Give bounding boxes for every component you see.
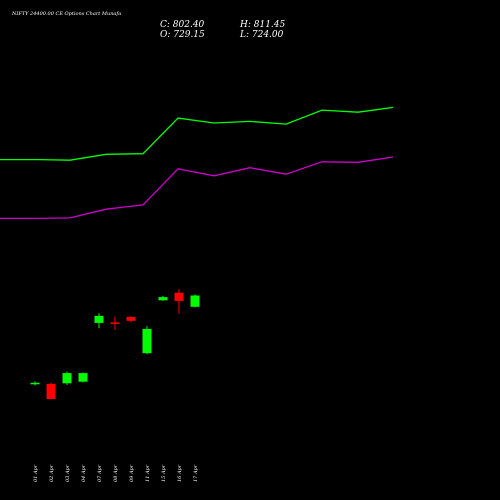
chart-title: NIFTY 24400.00 CE Options Chart Munafa <box>11 11 121 17</box>
candle-04-apr <box>78 372 88 383</box>
candle-body <box>62 373 72 384</box>
candle-body <box>126 317 136 321</box>
candle-body <box>30 382 40 385</box>
candle-07-apr <box>94 313 104 329</box>
candle-16-apr <box>174 289 184 314</box>
x-tick-label: 16 Apr <box>177 464 183 482</box>
candle-body <box>110 322 120 324</box>
overlay-lines <box>0 106 394 220</box>
candle-body <box>158 297 168 301</box>
close-value: C: 802.40 <box>160 20 205 30</box>
candle-body <box>78 373 88 382</box>
candle-body <box>174 292 184 301</box>
x-axis-ticks: 01 Apr 02 Apr 03 Apr 04 Apr 07 Apr 08 Apr 09 A… <box>33 464 199 482</box>
x-tick-label: 11 Apr <box>145 464 151 482</box>
candle-body <box>94 315 104 323</box>
x-tick-label: 17 Apr <box>193 464 199 482</box>
open-value: O: 729.15 <box>160 30 205 40</box>
candle-02-apr <box>46 382 56 400</box>
x-tick-label: 15 Apr <box>161 464 167 482</box>
candle-03-apr <box>62 371 72 385</box>
candle-09-apr <box>126 315 136 323</box>
overlay-line-2 <box>0 156 394 220</box>
x-tick-label: 01 Apr <box>33 464 39 482</box>
candle-body <box>46 383 56 399</box>
candle-17-apr <box>190 294 200 308</box>
overlay-line-1 <box>0 106 394 161</box>
x-tick-label: 03 Apr <box>65 464 71 482</box>
candle-11-apr <box>142 326 152 355</box>
x-tick-label: 08 Apr <box>113 464 119 482</box>
candle-body <box>142 328 152 354</box>
candles <box>30 289 200 400</box>
x-tick-label: 07 Apr <box>97 464 103 482</box>
candle-body <box>190 295 200 307</box>
candle-15-apr <box>158 296 168 301</box>
candle-08-apr <box>110 316 120 330</box>
x-tick-label: 09 Apr <box>129 464 135 482</box>
x-tick-label: 02 Apr <box>49 464 55 482</box>
x-tick-label: 04 Apr <box>81 464 87 482</box>
high-value: H: 811.45 <box>239 20 286 30</box>
low-value: L: 724.00 <box>239 30 284 40</box>
candle-01-apr <box>30 381 40 386</box>
